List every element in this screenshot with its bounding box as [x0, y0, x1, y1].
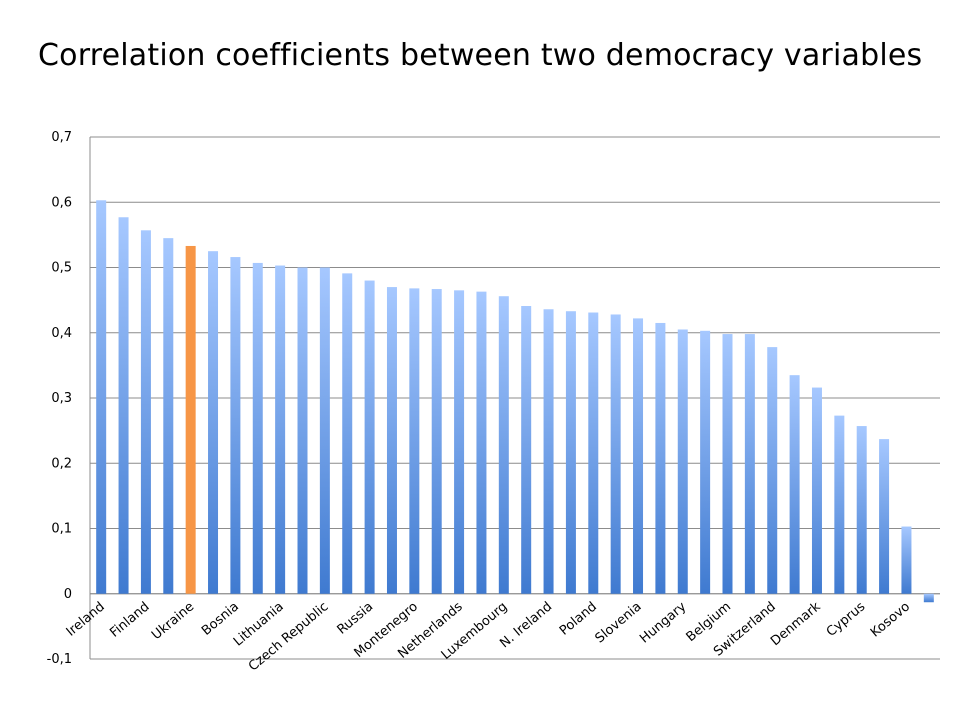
bar-cyprus	[856, 426, 867, 594]
bar-belgium	[722, 334, 733, 594]
bar-item-27	[700, 330, 711, 594]
y-tick-label: 0,5	[51, 261, 72, 276]
bar-item-17	[476, 291, 487, 594]
x-tick-label: Kosovo	[868, 599, 913, 640]
bar-bosnia	[230, 257, 241, 594]
bar-item-11	[342, 273, 353, 594]
bar-item-21	[565, 311, 576, 594]
bar-slovenia	[633, 318, 644, 594]
y-tick-label: -0,1	[47, 652, 72, 667]
x-tick-label: Ireland	[64, 599, 108, 639]
bar-n-ireland	[543, 309, 554, 594]
bar-item-29	[744, 334, 755, 594]
bar-item-25	[655, 322, 666, 594]
x-tick-label: Czech Republic	[246, 599, 331, 674]
y-tick-labels: 0,7 0,6 0,5 0,4 0,3 0,2 0,1 0 -0,1	[47, 130, 72, 667]
bar-item-9	[297, 267, 308, 594]
x-tick-label: Denmark	[768, 599, 824, 649]
bar-item-1	[118, 217, 129, 594]
bar-netherlands	[454, 290, 465, 594]
bar-luxembourg	[498, 296, 509, 594]
x-tick-label: Bosnia	[199, 599, 242, 638]
bar-item-15	[431, 289, 442, 594]
bar-finland	[140, 230, 151, 594]
bar-item-3	[163, 238, 174, 594]
bar-russia	[364, 280, 375, 594]
x-tick-label: Hungary	[637, 599, 689, 646]
y-tick-label: 0,4	[51, 326, 72, 341]
bar-item-35	[879, 439, 890, 594]
bar-czech-republic	[319, 267, 330, 594]
bar-lithuania	[275, 265, 286, 594]
bar-hungary	[677, 329, 688, 594]
bar-item-5	[208, 251, 219, 594]
x-tick-label: Russia	[335, 599, 377, 637]
y-tick-label: 0,6	[51, 195, 72, 210]
bar-item-7	[252, 262, 263, 594]
y-tick-label: 0,3	[51, 391, 72, 406]
y-tick-label: 0,2	[51, 456, 72, 471]
x-tick-label: Ukraine	[149, 599, 197, 643]
bar-ireland	[96, 200, 107, 594]
bars	[96, 200, 934, 603]
bar-montenegro	[409, 288, 420, 594]
bar-kosovo	[901, 526, 912, 594]
bar-denmark	[811, 387, 822, 594]
bar-item-13	[386, 287, 397, 594]
x-tick-label: Finland	[107, 599, 152, 640]
bar-item-19	[521, 305, 532, 594]
bar-item-37	[923, 593, 934, 603]
bar-item-31	[789, 375, 800, 594]
bar-item-33	[834, 415, 845, 594]
chart-title: Correlation coefficients between two dem…	[38, 38, 923, 73]
bar-item-23	[610, 314, 621, 594]
y-tick-label: 0,1	[51, 522, 72, 537]
y-tick-label: 0	[64, 587, 72, 602]
x-tick-label: Cyprus	[824, 599, 869, 640]
y-tick-label: 0,7	[51, 130, 72, 145]
bar-switzerland	[767, 347, 778, 594]
bar-ukraine	[185, 245, 196, 594]
x-tick-label: Slovenia	[593, 599, 645, 646]
x-tick-label: Poland	[557, 599, 600, 638]
bar-poland	[588, 312, 599, 594]
